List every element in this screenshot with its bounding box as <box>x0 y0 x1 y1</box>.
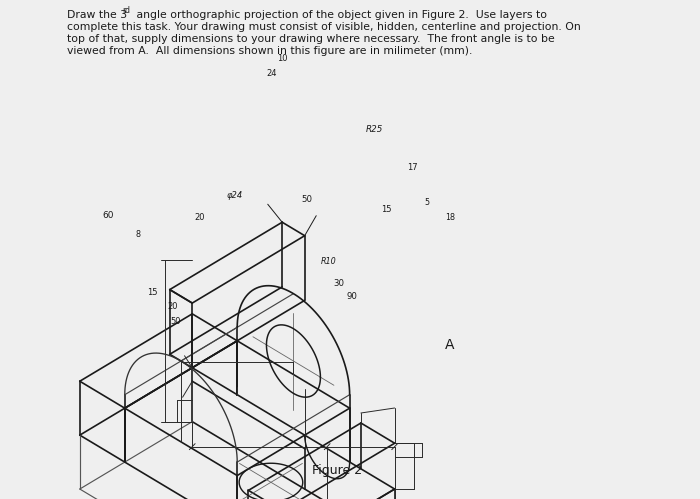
Text: complete this task. Your drawing must consist of visible, hidden, centerline and: complete this task. Your drawing must co… <box>67 22 581 32</box>
Text: 60: 60 <box>102 211 113 220</box>
Text: 15: 15 <box>382 205 392 214</box>
Text: top of that, supply dimensions to your drawing where necessary.  The front angle: top of that, supply dimensions to your d… <box>67 34 555 44</box>
Text: A: A <box>445 338 455 352</box>
Text: 20: 20 <box>195 213 205 222</box>
Text: 50: 50 <box>171 317 181 326</box>
Text: R10: R10 <box>321 257 337 266</box>
Text: 18: 18 <box>446 213 456 222</box>
Text: 15: 15 <box>147 288 158 297</box>
Text: 10: 10 <box>276 54 287 63</box>
Text: 5: 5 <box>424 198 430 207</box>
Text: R25: R25 <box>365 125 383 134</box>
Text: 90: 90 <box>346 292 358 301</box>
Text: Draw the 3: Draw the 3 <box>67 10 127 20</box>
Text: 20: 20 <box>167 302 178 311</box>
Text: 24: 24 <box>267 69 277 78</box>
Text: angle orthographic projection of the object given in Figure 2.  Use layers to: angle orthographic projection of the obj… <box>133 10 547 20</box>
Text: 30: 30 <box>334 279 345 288</box>
Text: 8: 8 <box>135 230 140 239</box>
Text: 17: 17 <box>407 163 418 172</box>
Text: φ24: φ24 <box>227 191 243 200</box>
Text: viewed from A.  All dimensions shown in this figure are in milimeter (mm).: viewed from A. All dimensions shown in t… <box>67 46 473 56</box>
Text: rd: rd <box>122 6 130 15</box>
Text: Figure 2: Figure 2 <box>312 464 363 477</box>
Text: 50: 50 <box>302 195 312 204</box>
